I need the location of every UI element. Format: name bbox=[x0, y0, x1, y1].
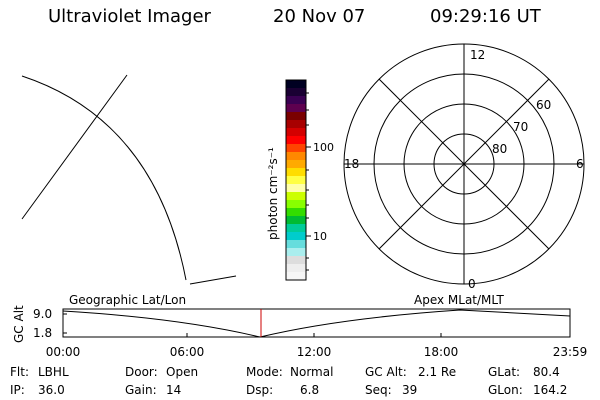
timeline-xtick-1800: 18:00 bbox=[424, 345, 459, 359]
apex-label: Apex MLat/MLT bbox=[414, 293, 504, 307]
mlt-label-12: 12 bbox=[470, 48, 485, 62]
colorbar-swatch bbox=[286, 80, 306, 89]
mlat-label-60: 60 bbox=[536, 98, 551, 112]
colorbar-tick-100: 100 bbox=[313, 141, 334, 154]
colorbar-swatch bbox=[286, 176, 306, 185]
longitude-line bbox=[189, 275, 237, 285]
status-label-seq: Seq: bbox=[365, 383, 392, 397]
geographic-map-panel bbox=[21, 74, 237, 285]
timeline-ytick-high: 9.0 bbox=[33, 307, 52, 321]
colorbar-swatch bbox=[286, 88, 306, 97]
mlat-label-80: 80 bbox=[492, 142, 507, 156]
colorbar-frame bbox=[285, 79, 307, 281]
status-label-ip: IP: bbox=[10, 383, 25, 397]
timeline-ticks bbox=[63, 313, 442, 337]
timeline-xtick-0600: 06:00 bbox=[170, 345, 205, 359]
status-label-glon: GLon: bbox=[488, 383, 523, 397]
instrument-title: Ultraviolet Imager bbox=[48, 6, 211, 27]
status-label-gc-alt: GC Alt: bbox=[365, 365, 407, 379]
timeline-axis-label: GC Alt bbox=[12, 305, 26, 343]
status-value-gain: 14 bbox=[166, 383, 182, 397]
status-label-mode: Mode: bbox=[246, 365, 283, 379]
polar-diagonal bbox=[378, 78, 550, 250]
longitude-line bbox=[21, 74, 128, 220]
colorbar-swatch bbox=[286, 240, 306, 249]
status-label-gain: Gain: bbox=[125, 383, 157, 397]
colorbar-swatch bbox=[286, 184, 306, 193]
geographic-label: Geographic Lat/Lon bbox=[69, 293, 186, 307]
colorbar-swatch bbox=[286, 112, 306, 121]
altitude-timeline: GC Alt 9.0 1.8 Geographic Lat/Lon Apex M… bbox=[12, 293, 587, 359]
colorbar-swatch bbox=[286, 248, 306, 257]
status-label-dsp: Dsp: bbox=[246, 383, 274, 397]
status-value-flt: LBHL bbox=[38, 365, 69, 379]
status-value-glat: 80.4 bbox=[533, 365, 560, 379]
observation-time: 09:29:16 UT bbox=[430, 6, 541, 27]
colorbar-swatch bbox=[286, 192, 306, 201]
status-value-gc-alt: 2.1 Re bbox=[418, 365, 457, 379]
colorbar-swatches bbox=[286, 80, 306, 281]
colorbar-swatch bbox=[286, 232, 306, 241]
colorbar-swatch bbox=[286, 208, 306, 217]
mlat-label-70: 70 bbox=[513, 120, 528, 134]
colorbar-ticks bbox=[306, 92, 311, 271]
timeline-xtick-0000: 00:00 bbox=[46, 345, 81, 359]
colorbar-swatch bbox=[286, 120, 306, 129]
colorbar-swatch bbox=[286, 168, 306, 177]
colorbar-swatch bbox=[286, 136, 306, 145]
colorbar-swatch bbox=[286, 144, 306, 153]
colorbar-swatch bbox=[286, 128, 306, 137]
colorbar: 100 10 photon cm⁻²s⁻¹ bbox=[266, 79, 334, 281]
colorbar-swatch bbox=[286, 256, 306, 265]
timeline-frame bbox=[62, 308, 571, 338]
status-value-glon: 164.2 bbox=[533, 383, 568, 397]
colorbar-swatch bbox=[286, 264, 306, 273]
colorbar-swatch bbox=[286, 96, 306, 105]
status-value-mode: Normal bbox=[290, 365, 334, 379]
colorbar-swatch bbox=[286, 152, 306, 161]
status-value-dsp: 6.8 bbox=[300, 383, 320, 397]
colorbar-swatch bbox=[286, 200, 306, 209]
timeline-ytick-low: 1.8 bbox=[33, 326, 52, 340]
colorbar-swatch bbox=[286, 272, 306, 281]
status-value-door: Open bbox=[166, 365, 199, 379]
mlt-label-0: 0 bbox=[468, 277, 476, 291]
altitude-curve bbox=[62, 309, 571, 338]
colorbar-swatch bbox=[286, 224, 306, 233]
latitude-arc bbox=[21, 75, 187, 281]
status-label-flt: Flt: bbox=[10, 365, 29, 379]
observation-date: 20 Nov 07 bbox=[273, 6, 366, 27]
status-label-door: Door: bbox=[125, 365, 158, 379]
status-value-ip: 36.0 bbox=[38, 383, 65, 397]
colorbar-swatch bbox=[286, 216, 306, 225]
timeline-xtick-2359: 23:59 bbox=[553, 345, 588, 359]
mlt-label-6: 6 bbox=[576, 157, 584, 171]
colorbar-swatch bbox=[286, 160, 306, 169]
colorbar-tick-10: 10 bbox=[313, 230, 327, 243]
polar-plot bbox=[343, 43, 585, 285]
status-label-glat: GLat: bbox=[488, 365, 521, 379]
colorbar-axis-label: photon cm⁻²s⁻¹ bbox=[266, 147, 280, 240]
mlt-label-18: 18 bbox=[344, 157, 359, 171]
status-value-seq: 39 bbox=[402, 383, 418, 397]
timeline-xtick-1200: 12:00 bbox=[297, 345, 332, 359]
colorbar-swatch bbox=[286, 104, 306, 113]
